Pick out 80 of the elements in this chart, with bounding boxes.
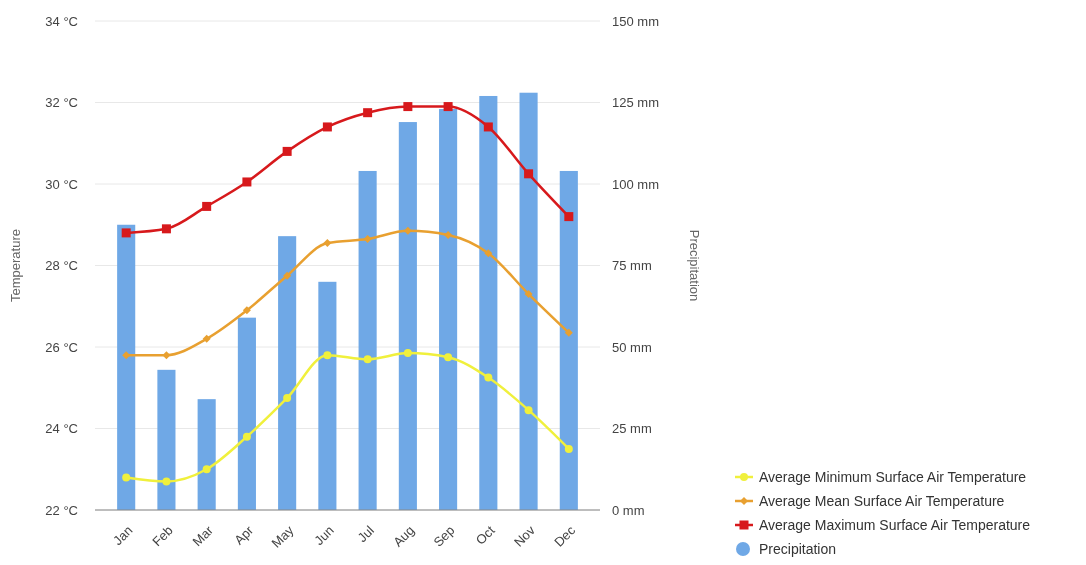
y2-axis-title: Precipitation	[687, 229, 702, 302]
y2-tick-label: 100 mm	[612, 176, 659, 192]
bar	[479, 95, 498, 510]
y-tick-label: 30 °C	[45, 176, 78, 192]
point	[283, 271, 292, 280]
point	[202, 334, 211, 343]
y-tick-label: 32 °C	[45, 95, 78, 111]
point	[564, 212, 574, 222]
point	[242, 306, 251, 315]
point	[242, 432, 251, 441]
point	[202, 201, 212, 211]
bar	[197, 399, 216, 510]
bar	[439, 109, 458, 510]
point	[363, 235, 372, 244]
point	[484, 249, 493, 258]
y-axis-title: Temperature	[8, 229, 23, 302]
bar	[278, 236, 297, 510]
point	[161, 224, 171, 234]
x-tick-label: Dec	[551, 522, 579, 550]
point	[444, 230, 453, 239]
y2-tick-label: 150 mm	[612, 13, 659, 29]
point	[363, 108, 373, 118]
point	[282, 146, 292, 156]
bar	[237, 317, 256, 510]
x-tick-label: Aug	[390, 522, 418, 550]
point	[121, 228, 131, 238]
point	[323, 239, 332, 248]
point	[122, 351, 131, 360]
bar	[157, 369, 176, 510]
y-tick-label: 34 °C	[45, 13, 78, 29]
y2-tick-label: 50 mm	[612, 339, 652, 355]
point	[483, 122, 493, 132]
legend-label: Average Minimum Surface Air Temperature	[759, 468, 1027, 485]
bar	[519, 92, 538, 510]
point	[524, 169, 534, 179]
x-tick-label: Jan	[110, 522, 136, 549]
y-tick-label: 22 °C	[45, 502, 78, 518]
point	[443, 102, 453, 112]
bar	[559, 170, 578, 510]
y-tick-label: 26 °C	[45, 339, 78, 355]
y2-tick-label: 25 mm	[612, 421, 652, 437]
legend-label: Average Mean Surface Air Temperature	[759, 492, 1005, 509]
bar	[398, 122, 417, 510]
point	[122, 473, 131, 482]
x-tick-label: Jul	[354, 522, 378, 546]
bar	[358, 170, 377, 510]
legend-label: Average Maximum Surface Air Temperature	[759, 516, 1031, 533]
point	[524, 406, 533, 415]
x-tick-label: Apr	[231, 522, 257, 548]
bar	[318, 281, 337, 510]
point	[564, 328, 573, 337]
x-tick-label: Feb	[149, 522, 176, 550]
point	[363, 355, 372, 364]
point	[162, 351, 171, 360]
bar	[117, 224, 136, 510]
point	[524, 290, 533, 299]
y-tick-label: 24 °C	[45, 421, 78, 437]
y2-tick-label: 125 mm	[612, 95, 659, 111]
point	[403, 102, 413, 112]
legend-label: Precipitation	[759, 540, 837, 557]
x-tick-label: Jun	[311, 522, 337, 549]
x-tick-label: Nov	[510, 522, 539, 550]
point	[322, 122, 332, 132]
point	[484, 373, 493, 382]
x-tick-label: May	[268, 522, 297, 551]
y2-tick-label: 0 mm	[612, 502, 645, 518]
x-tick-label: Sep	[430, 522, 458, 550]
point	[323, 351, 332, 360]
point	[162, 477, 171, 486]
point	[202, 465, 211, 474]
y-tick-label: 28 °C	[45, 258, 78, 274]
point	[283, 393, 292, 402]
point	[564, 444, 573, 453]
x-tick-label: Mar	[189, 522, 217, 550]
x-tick-label: Oct	[472, 522, 498, 548]
y2-tick-label: 75 mm	[612, 258, 652, 274]
point	[444, 353, 453, 362]
point	[242, 177, 252, 187]
point	[403, 349, 412, 358]
point	[403, 226, 412, 235]
